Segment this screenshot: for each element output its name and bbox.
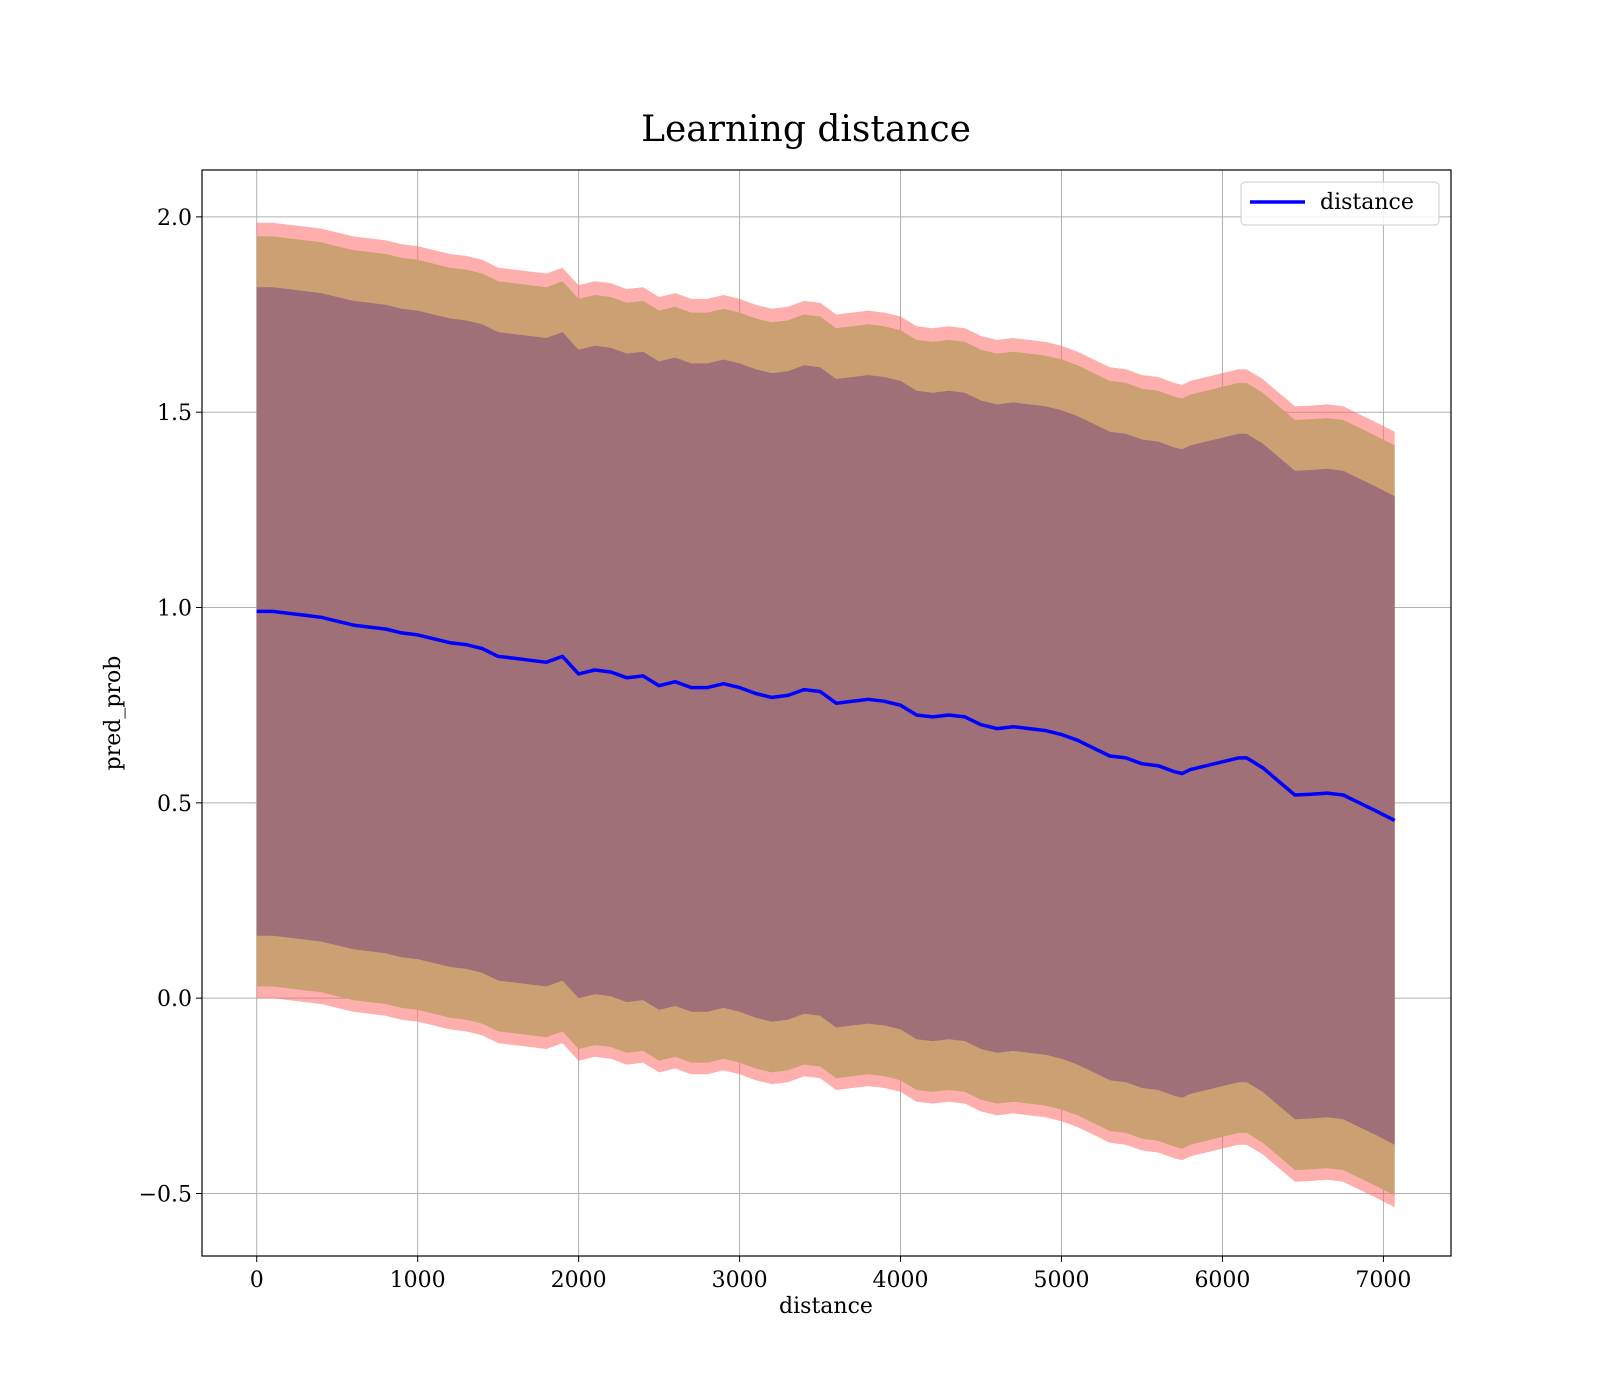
y-tick-label: 1.5	[157, 401, 192, 426]
series-lines	[256, 609, 1396, 822]
y-tick-label: 2.0	[157, 206, 192, 231]
plot-frame	[201, 169, 1452, 1257]
x-axis-label: distance	[779, 1294, 873, 1319]
y-axis-label: pred_prob	[101, 656, 126, 771]
y-ticks: −0.5 0.0 0.5 1.0 1.5 2.0	[139, 206, 202, 1207]
series-line-distance	[256, 609, 1396, 822]
x-tick-label: 7000	[1355, 1268, 1411, 1293]
y-tick-label: −0.5	[139, 1182, 192, 1207]
chart-title: Learning distance	[641, 109, 971, 150]
y-tick-label: 1.0	[157, 597, 192, 622]
legend: distance	[1240, 181, 1440, 226]
bands	[256, 222, 1395, 1208]
y-tick-label: 0.0	[157, 987, 192, 1012]
x-tick-label: 4000	[873, 1268, 929, 1293]
legend-label: distance	[1320, 190, 1414, 215]
x-tick-label: 5000	[1033, 1268, 1089, 1293]
x-tick-label: 1000	[390, 1268, 446, 1293]
legend-box	[1240, 181, 1440, 226]
x-ticks: 0 1000 2000 3000 4000 5000 6000 7000	[250, 1256, 1411, 1293]
x-tick-label: 3000	[712, 1268, 768, 1293]
band-inner	[256, 287, 1395, 1145]
x-tick-label: 6000	[1194, 1268, 1250, 1293]
y-tick-label: 0.5	[157, 792, 192, 817]
x-tick-label: 0	[250, 1268, 264, 1293]
x-tick-label: 2000	[551, 1268, 607, 1293]
